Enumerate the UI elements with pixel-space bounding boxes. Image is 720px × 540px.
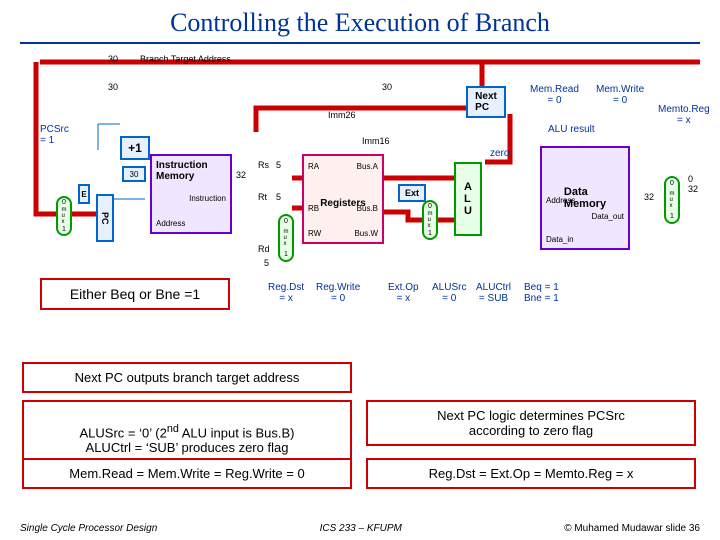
alu: A L U (454, 162, 482, 236)
mem-note: Mem.Read = Mem.Write = Reg.Write = 0 (22, 458, 352, 489)
either-note: Either Beq or Bne =1 (40, 278, 230, 310)
rb-port: RB (308, 204, 319, 213)
footer: Single Cycle Processor Design ICS 233 – … (0, 523, 720, 534)
alusrc-sup: nd (167, 423, 179, 435)
width-30b: 30 (108, 82, 118, 92)
aluresult-label: ALU result (548, 124, 595, 135)
instruction-memory: Instruction Memory Instruction Address (150, 154, 232, 234)
dmem-out: Data_out (592, 212, 624, 221)
ra-port: RA (308, 162, 319, 171)
width-30c: 30 (382, 82, 392, 92)
dmem-in: Data_in (546, 235, 574, 244)
mux2-m: mux (284, 229, 289, 247)
next-pc: Next PC (466, 86, 506, 118)
nextpc-logic-note: Next PC logic determines PCSrc according… (366, 400, 696, 446)
footer-center: ICS 233 – KFUPM (320, 523, 402, 534)
page-title: Controlling the Execution of Branch (20, 0, 700, 44)
mux2-0: 0 (284, 218, 288, 225)
data-memory: Data Memory Address Data_out Data_in (540, 146, 630, 250)
alusrc-t1: ALUSrc = ‘0’ (2 (80, 425, 167, 440)
beq-sig: Beq = 1 Bne = 1 (524, 282, 559, 304)
mux-m: mux (62, 207, 67, 225)
sign-ext: Ext (398, 184, 426, 202)
nextpc-out-note: Next PC outputs branch target address (22, 362, 352, 393)
imem-instr-port: Instruction (189, 194, 226, 203)
mux2-1: 1 (284, 251, 288, 258)
mux3-0: 0 (428, 203, 432, 210)
extop-sig: Ext.Op = x (388, 282, 419, 304)
w5-rt: 5 (276, 192, 281, 202)
alusrc-note: ALUSrc = ‘0’ (2nd ALU input is Bus.B) AL… (22, 400, 352, 463)
imem-addr-port: Address (156, 219, 185, 228)
regdst-sig: Reg.Dst = x (268, 282, 304, 304)
rw-port: RW (308, 229, 321, 238)
regdst-note: Reg.Dst = Ext.Op = Memto.Reg = x (366, 458, 696, 489)
mux-0: 0 (62, 199, 66, 206)
rd-label: Rd (258, 244, 270, 254)
register-file: RA Bus.A Registers RB Bus.B RW Bus.W (302, 154, 384, 244)
mux4-1: 1 (670, 213, 674, 220)
pc-register: PC (96, 194, 114, 242)
w5-rs: 5 (276, 160, 281, 170)
pc-label: PC (100, 212, 110, 225)
mux3-1: 1 (428, 230, 432, 237)
rs-label: Rs (258, 160, 269, 170)
busw-port: Bus.W (354, 229, 378, 238)
width-32: 32 (236, 170, 246, 180)
branch-target-label: Branch Target Address (140, 54, 231, 64)
memtoreg-mux: 0 mux 1 (664, 176, 680, 224)
width-30a: 30 (108, 54, 118, 64)
mux-1: 1 (62, 226, 66, 233)
rt-label: Rt (258, 192, 267, 202)
mux4-m: mux (670, 191, 675, 209)
imm16-label: Imm16 (362, 136, 390, 146)
memread-signal: Mem.Read = 0 (530, 84, 579, 106)
imm26-label: Imm26 (328, 110, 356, 120)
alusrc-sig: ALUSrc = 0 (432, 282, 466, 304)
pcsrc-signal: PCSrc = 1 (40, 124, 69, 146)
mux4-0: 0 (670, 180, 674, 187)
footer-right: © Muhamed Mudawar slide 36 (564, 523, 700, 534)
datapath-diagram: 30 Branch Target Address 30 30 Imm26 Imm… (0, 54, 720, 354)
aluctrl-sig: ALUCtrl = SUB (476, 282, 511, 304)
memwrite-signal: Mem.Write = 0 (596, 84, 644, 106)
regwrite-sig: Reg.Write = 0 (316, 282, 360, 304)
mux3-m: mux (428, 211, 433, 229)
dmem-addr: Address (546, 196, 575, 205)
e-latch: E (78, 184, 90, 204)
alusrc-mux: 0 mux 1 (422, 200, 438, 240)
imem-title: Instruction Memory (156, 160, 208, 182)
plus1-adder: +1 (120, 136, 150, 160)
mux4-w0: 0 (688, 174, 693, 184)
busb-port: Bus.B (357, 204, 378, 213)
pcsrc-mux: 0 mux 1 (56, 196, 72, 236)
busa-port: Bus.A (357, 162, 378, 171)
mux4-w32: 32 (688, 184, 698, 194)
w5-rd: 5 (264, 258, 269, 268)
regdst-mux: 0 mux 1 (278, 214, 294, 262)
width-32b: 32 (644, 192, 654, 202)
width30-box: 30 (122, 166, 146, 182)
zero-label: zero (490, 148, 509, 159)
memtoreg-signal: Memto.Reg = x (658, 104, 710, 126)
footer-left: Single Cycle Processor Design (20, 523, 157, 534)
